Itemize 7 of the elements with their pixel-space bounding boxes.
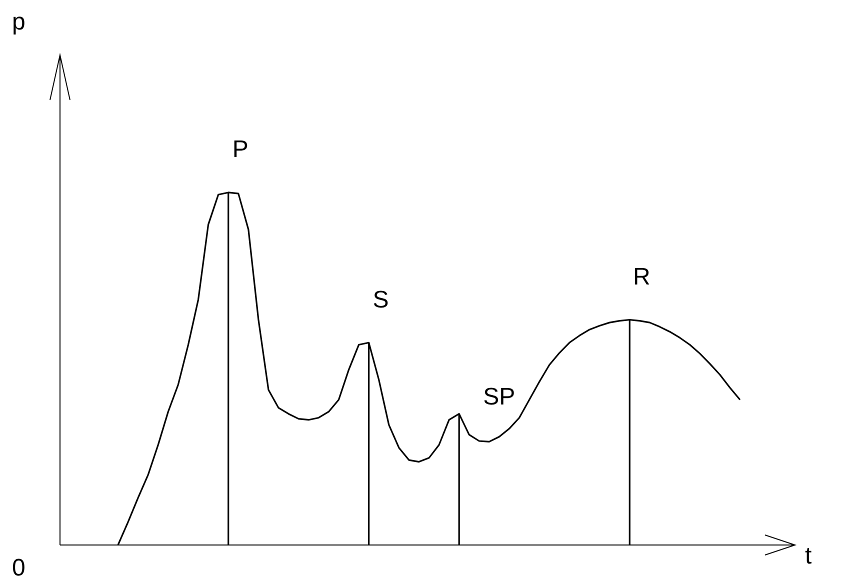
text: t: [805, 542, 812, 570]
text: p: [12, 8, 26, 36]
annotation: R: [632, 263, 650, 290]
annotation: SP: [483, 383, 516, 410]
text: 0: [12, 554, 26, 582]
text: P: [232, 136, 248, 164]
annotation: S: [372, 286, 389, 314]
